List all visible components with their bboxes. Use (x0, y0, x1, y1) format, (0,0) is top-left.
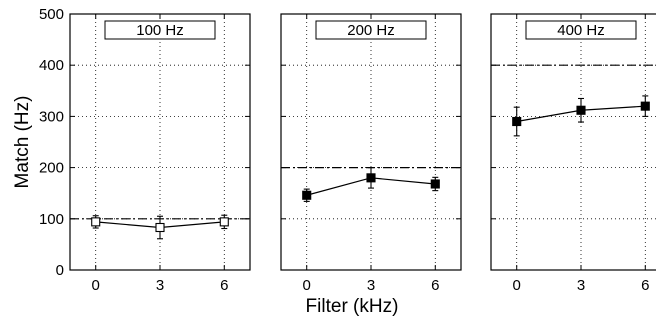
data-point (302, 190, 312, 200)
x-axis-title: Filter (kHz) (306, 296, 399, 317)
x-tick-label: 0 (513, 277, 521, 294)
y-tick-label: 0 (56, 262, 64, 279)
x-tick-label: 6 (431, 277, 439, 294)
y-tick-label: 400 (39, 57, 64, 74)
data-point (366, 173, 376, 183)
panel-title: 100 Hz (136, 22, 184, 39)
panel-title-box (104, 20, 216, 40)
x-tick-label: 6 (220, 277, 228, 294)
x-tick-label: 0 (303, 277, 311, 294)
data-point (512, 116, 522, 127)
panels-layer: 0 3 6 0 100 200 300 400 500 100 Hz 0 3 6 200 Hz 0 3 6 400… (39, 6, 656, 294)
panel-frame (490, 13, 656, 271)
panel-title-box (525, 20, 637, 40)
panel-3: 0 3 6 400 Hz (490, 13, 656, 294)
data-point (155, 222, 165, 233)
x-tick-label: 3 (577, 277, 585, 294)
y-axis-title: Match (Hz) (12, 96, 33, 189)
data-point (219, 217, 229, 227)
y-tick-label: 300 (39, 108, 64, 125)
x-tick-label: 3 (156, 277, 164, 294)
x-tick-label: 6 (641, 277, 649, 294)
data-point (430, 179, 440, 189)
data-point (640, 101, 650, 111)
panel-title: 200 Hz (347, 22, 395, 39)
x-tick-label: 0 (92, 277, 100, 294)
panel-title-box (315, 20, 427, 40)
panel-1: 0 3 6 0 100 200 300 400 500 100 Hz (39, 6, 251, 294)
panel-title: 400 Hz (557, 22, 605, 39)
y-tick-label: 100 (39, 211, 64, 228)
x-tick-label: 3 (367, 277, 375, 294)
y-tick-label: 200 (39, 160, 64, 177)
data-point (91, 217, 101, 227)
panel-2: 0 3 6 200 Hz (280, 13, 462, 294)
y-tick-label: 500 (39, 6, 64, 23)
data-point (576, 105, 586, 115)
